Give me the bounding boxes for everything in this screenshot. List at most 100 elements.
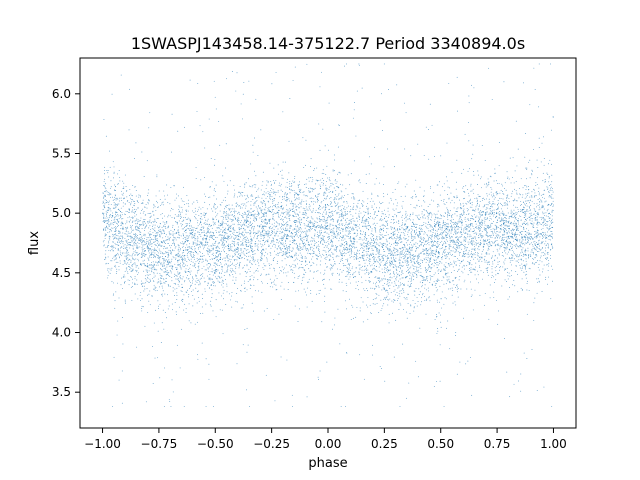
scatter-point (147, 220, 149, 222)
scatter-point (115, 254, 117, 256)
scatter-point (277, 239, 279, 241)
scatter-point (365, 304, 367, 306)
scatter-point (259, 258, 261, 260)
scatter-point (450, 227, 452, 229)
scatter-point (341, 271, 343, 273)
scatter-point (163, 271, 165, 273)
scatter-point (212, 221, 214, 223)
scatter-point (193, 298, 195, 300)
scatter-point (339, 244, 341, 246)
scatter-point (504, 224, 506, 226)
scatter-point (131, 255, 133, 257)
scatter-point (449, 251, 451, 253)
scatter-point (548, 177, 550, 179)
scatter-point (341, 239, 342, 241)
scatter-point (416, 270, 418, 272)
scatter-point (413, 279, 415, 281)
scatter-point (313, 248, 315, 250)
scatter-point (406, 298, 408, 300)
scatter-point (162, 232, 164, 234)
scatter-point (456, 215, 458, 217)
scatter-point (184, 217, 186, 219)
scatter-point (405, 276, 407, 278)
scatter-point (448, 264, 450, 266)
scatter-point (208, 363, 210, 365)
scatter-point (115, 199, 117, 201)
scatter-point (287, 221, 289, 223)
scatter-point (201, 224, 202, 226)
scatter-point (251, 275, 253, 277)
scatter-point (373, 254, 374, 256)
scatter-point (431, 284, 433, 286)
scatter-point (145, 214, 147, 216)
scatter-point (209, 277, 211, 279)
scatter-point (134, 208, 135, 210)
scatter-point (499, 245, 501, 247)
scatter-point (208, 239, 210, 241)
scatter-point (170, 251, 172, 253)
scatter-point (504, 247, 506, 249)
scatter-point (212, 217, 214, 219)
scatter-point (143, 219, 145, 220)
scatter-point (203, 231, 205, 233)
scatter-point (491, 206, 493, 208)
scatter-point (503, 220, 505, 222)
scatter-point (527, 236, 528, 238)
scatter-point (306, 233, 308, 235)
scatter-point (251, 240, 253, 242)
scatter-point (414, 272, 416, 274)
scatter-point (262, 235, 264, 237)
scatter-point (262, 215, 264, 217)
scatter-point (504, 259, 506, 261)
scatter-point (118, 269, 120, 271)
scatter-point (274, 279, 275, 281)
scatter-point (524, 239, 526, 241)
scatter-point (293, 221, 295, 222)
scatter-point (186, 265, 188, 267)
scatter-point (154, 218, 156, 220)
scatter-point (276, 222, 278, 224)
scatter-point (386, 228, 388, 229)
scatter-point (477, 252, 479, 254)
scatter-point (498, 217, 500, 219)
scatter-point (358, 210, 360, 212)
scatter-point (111, 220, 113, 222)
scatter-point (482, 236, 484, 238)
scatter-point (286, 225, 288, 227)
scatter-point (319, 370, 321, 372)
scatter-point (546, 221, 547, 222)
scatter-point (374, 256, 376, 258)
scatter-point (330, 203, 331, 205)
scatter-point (276, 278, 278, 279)
scatter-point (272, 202, 274, 204)
scatter-point (119, 256, 121, 258)
scatter-point (113, 204, 115, 206)
scatter-point (315, 201, 317, 203)
scatter-point (199, 125, 201, 127)
scatter-point (207, 252, 209, 254)
scatter-point (338, 172, 340, 174)
scatter-point (167, 260, 169, 262)
scatter-point (228, 248, 230, 250)
scatter-point (411, 234, 412, 235)
scatter-point (326, 196, 328, 197)
scatter-point (487, 244, 489, 246)
scatter-point (165, 260, 167, 262)
scatter-point (545, 279, 546, 281)
scatter-point (523, 352, 525, 354)
scatter-point (306, 239, 308, 241)
scatter-point (119, 232, 121, 234)
scatter-point (114, 265, 116, 267)
scatter-point (182, 261, 184, 263)
scatter-point (520, 252, 522, 254)
scatter-point (138, 194, 140, 196)
scatter-point (455, 332, 457, 333)
scatter-point (551, 211, 553, 213)
scatter-point (318, 249, 320, 251)
scatter-point (341, 245, 343, 247)
scatter-point (192, 241, 194, 243)
scatter-point (519, 244, 521, 246)
scatter-point (500, 236, 502, 238)
scatter-point (254, 235, 255, 237)
scatter-point (180, 215, 182, 217)
